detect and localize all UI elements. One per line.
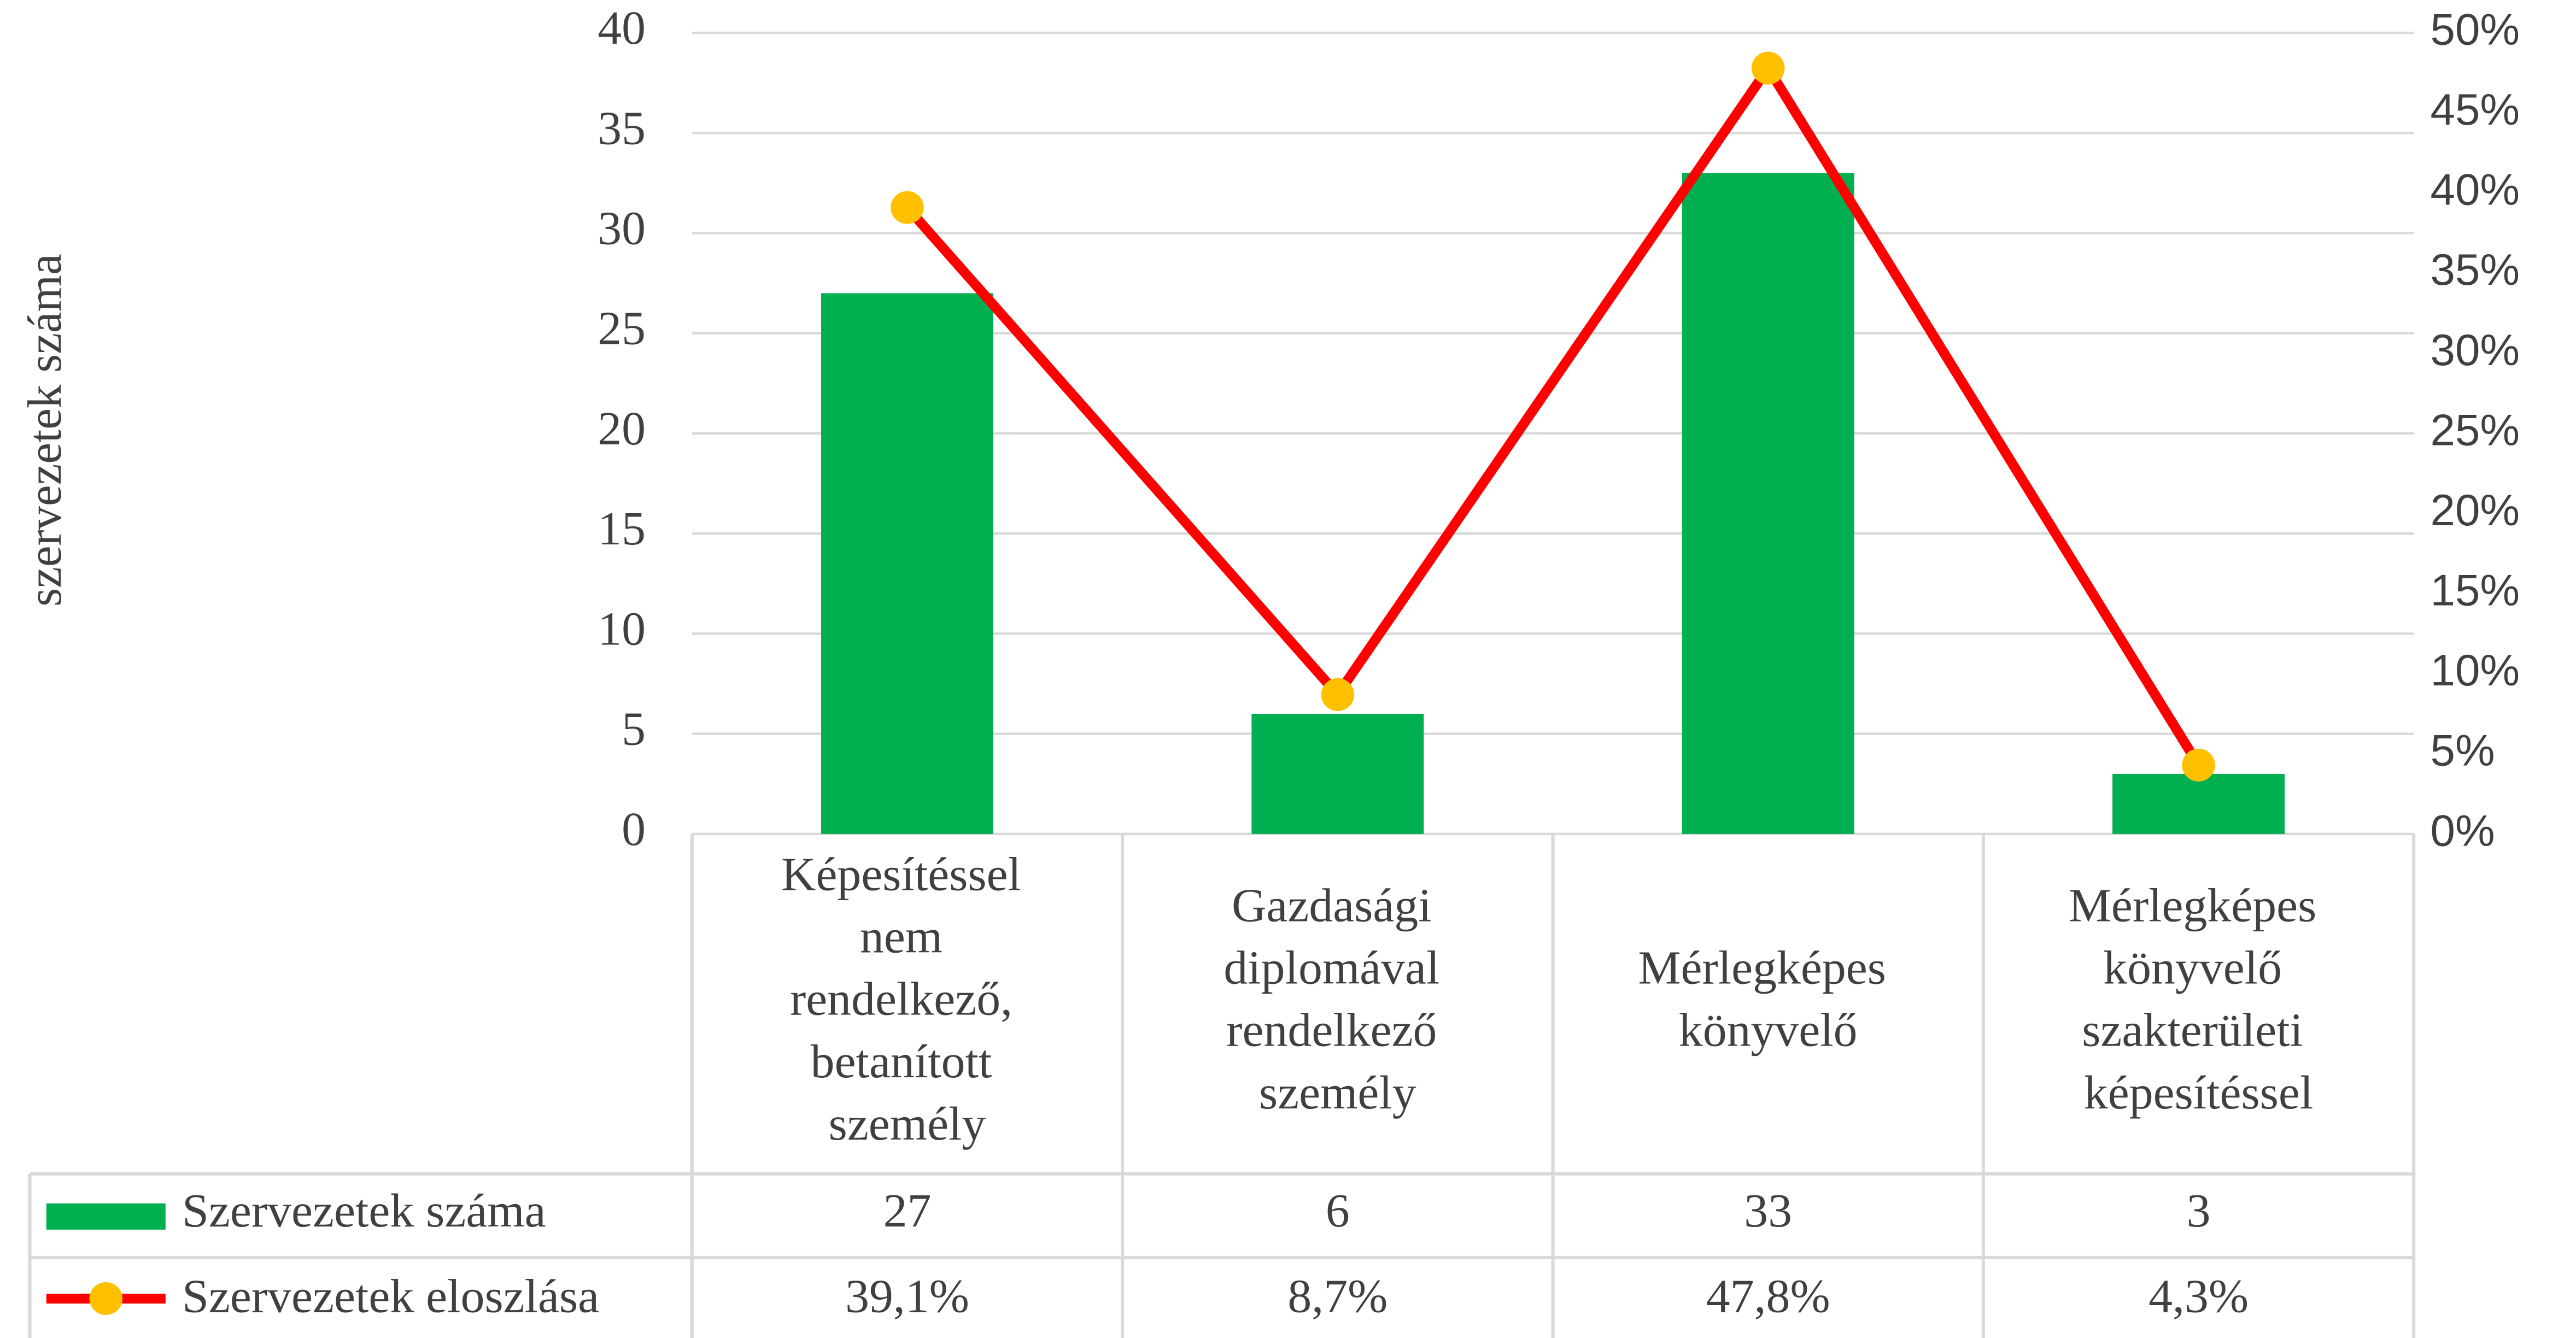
y2-tick-label: 45% <box>2431 85 2520 134</box>
y2-tick-label: 25% <box>2431 406 2520 455</box>
category-label: Mérlegképes könyvelő szakterületi képesí… <box>2069 879 2328 1119</box>
table-value: 6 <box>1326 1184 1350 1237</box>
y2-tick-label: 35% <box>2431 245 2520 295</box>
y2-tick-label: 15% <box>2431 566 2520 615</box>
table-value: 8,7% <box>1287 1270 1387 1323</box>
line-marker <box>1321 678 1355 711</box>
legend-marker <box>89 1282 123 1315</box>
y-axis-title: szervezetek száma <box>18 254 71 607</box>
category-label: Képesítéssel nem rendelkező, betanított … <box>781 848 1033 1150</box>
y-tick-label: 0 <box>622 802 646 855</box>
line <box>903 63 2203 768</box>
legend-label: Szervezetek száma <box>182 1184 546 1237</box>
y2-tick-label: 40% <box>2431 165 2520 215</box>
table-value: 27 <box>883 1184 932 1237</box>
line-marker <box>2182 748 2215 782</box>
y-tick-label: 35 <box>598 102 646 155</box>
table-value: 3 <box>2187 1184 2211 1237</box>
y-tick-label: 15 <box>598 502 646 555</box>
y-tick-label: 5 <box>622 702 646 755</box>
y2-tick-label: 20% <box>2431 485 2520 535</box>
table-value: 33 <box>1744 1184 1792 1237</box>
bar <box>1682 173 1854 834</box>
bar <box>1251 714 1424 834</box>
y2-tick-label: 10% <box>2431 645 2520 695</box>
y-tick-label: 20 <box>598 402 646 455</box>
y-tick-label: 25 <box>598 302 646 355</box>
category-label: Mérlegképes könyvelő <box>1638 941 1898 1057</box>
y-tick-label: 40 <box>598 1 646 54</box>
bar <box>821 293 993 834</box>
y2-tick-label: 5% <box>2431 726 2495 776</box>
y-tick-label: 10 <box>598 602 646 655</box>
legend-swatch <box>46 1203 166 1230</box>
table-value: 39,1% <box>845 1270 969 1323</box>
table-value: 4,3% <box>2148 1270 2249 1323</box>
line-marker <box>891 191 924 224</box>
y2-tick-label: 50% <box>2431 5 2520 55</box>
line-marker <box>1751 51 1785 85</box>
legend-label: Szervezetek eloszlása <box>182 1270 599 1323</box>
y-tick-label: 30 <box>598 202 646 255</box>
table-value: 47,8% <box>1706 1270 1830 1323</box>
bar <box>2112 773 2285 834</box>
category-label: Gazdasági diplomával rendelkező személy <box>1223 879 1451 1119</box>
y2-tick-label: 30% <box>2431 325 2520 375</box>
y2-tick-label: 0% <box>2431 806 2495 856</box>
